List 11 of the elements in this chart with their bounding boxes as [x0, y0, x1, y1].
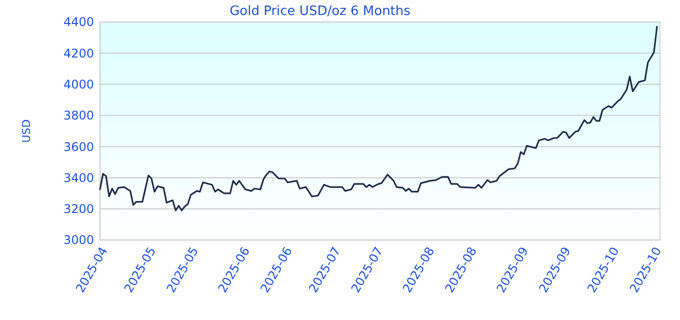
y-tick-label: 4200	[63, 46, 94, 60]
y-tick-label: 3200	[63, 202, 94, 216]
y-tick-label: 3400	[63, 170, 94, 185]
y-tick-label: 4000	[63, 77, 94, 92]
y-tick-label: 3600	[63, 140, 94, 154]
y-tick-label: 3000	[63, 233, 94, 248]
y-tick-label: 4400	[63, 15, 94, 30]
y-axis-title: USD	[20, 119, 33, 143]
line-series	[99, 26, 658, 212]
y-tick-label: 3800	[63, 108, 94, 123]
chart-title: Gold Price USD/oz 6 Months	[230, 4, 411, 19]
